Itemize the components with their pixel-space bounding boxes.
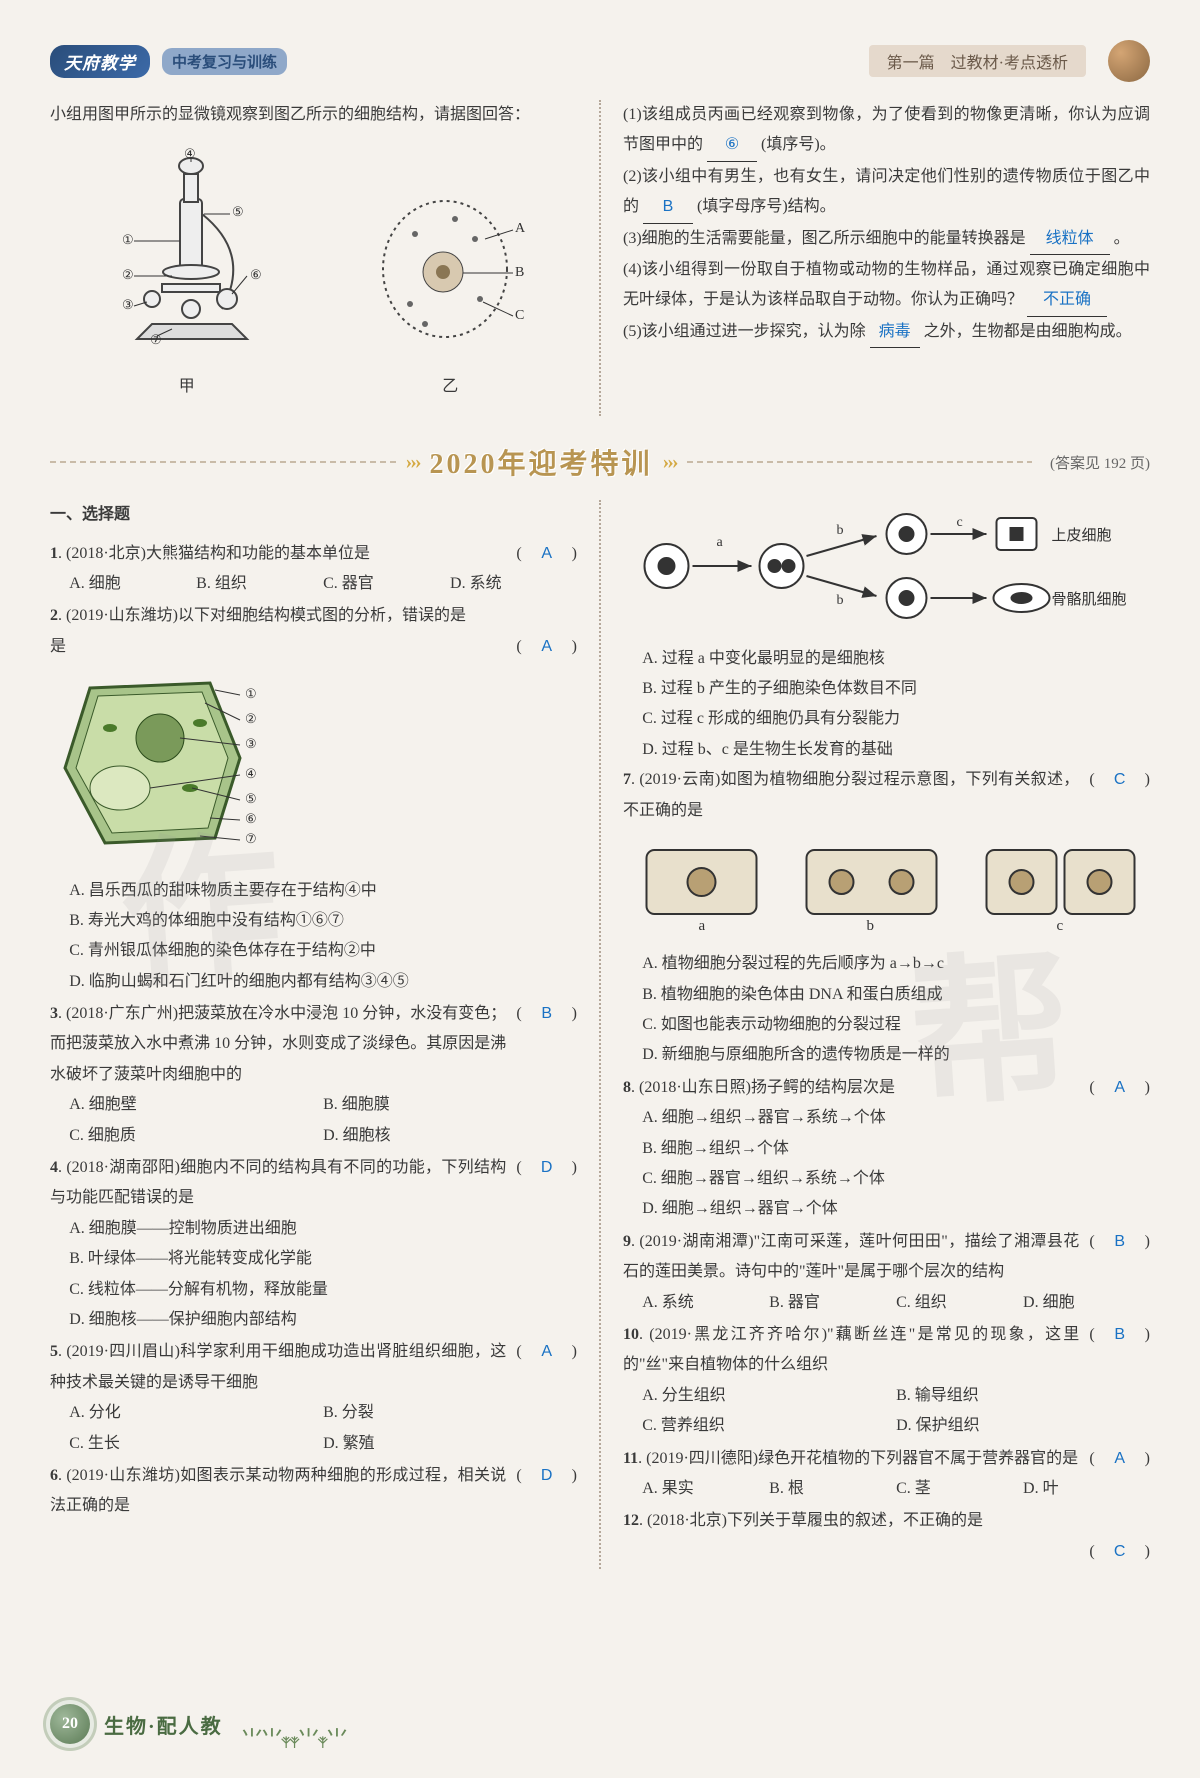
svg-text:B: B [515, 265, 524, 280]
svg-text:③: ③ [245, 736, 257, 751]
svg-text:②: ② [245, 711, 257, 726]
globe-icon [1108, 40, 1150, 82]
figure-cell: A B C 乙 [365, 184, 535, 402]
question-8: 8. (2018·山东日照)扬子鳄的结构层次是( A ) A. 细胞→组织→器官… [623, 1073, 1150, 1225]
banner-arrow-right: ››› [663, 451, 677, 474]
banner-note: (答案见 192 页) [1050, 452, 1150, 473]
svg-text:②: ② [122, 267, 134, 282]
svg-text:a: a [717, 535, 724, 550]
footer-text: 生物·配人教 [104, 1710, 223, 1739]
grass-deco: ⺌⺌𖥧𖥧⺌𖥧⺌ [240, 1720, 400, 1750]
svg-text:①: ① [245, 686, 257, 701]
svg-text:⑤: ⑤ [245, 791, 257, 806]
page-footer: 20 生物·配人教 [50, 1704, 223, 1744]
blank-q4: 不正确 [1027, 285, 1107, 316]
chapter-label: 第一篇 过教材·考点透析 [869, 45, 1086, 77]
svg-text:a: a [699, 918, 706, 932]
svg-text:⑤: ⑤ [232, 204, 244, 219]
cell-structure-figure: ① ② ③ ④ ⑤ ⑥ ⑦ [50, 668, 260, 858]
section-banner: ››› 2020年迎考特训 ››› (答案见 192 页) [50, 442, 1150, 482]
blank-q5: 病毒 [870, 317, 920, 348]
svg-text:b: b [837, 593, 844, 608]
question-10: 10. (2019·黑龙江齐齐哈尔)"藕断丝连"是常见的现象，这里的"丝"来自植… [623, 1320, 1150, 1442]
svg-text:⑥: ⑥ [250, 267, 262, 282]
svg-text:上皮细胞: 上皮细胞 [1052, 527, 1112, 544]
blank-q1: ⑥ [707, 130, 757, 161]
svg-text:A: A [515, 221, 526, 236]
question-7: 7. (2019·云南)如图为植物细胞分裂过程示意图，下列有关叙述，不正确的是(… [623, 765, 1150, 1071]
svg-text:①: ① [122, 232, 134, 247]
svg-text:④: ④ [245, 766, 257, 781]
top-q2: (2)该小组中有男生，也有女生，请问决定他们性别的遗传物质位于图乙中的 B (填… [623, 162, 1150, 224]
column-divider [599, 100, 601, 416]
fig-label-yi: 乙 [365, 372, 535, 402]
fig-label-jia: 甲 [92, 372, 282, 402]
banner-arrow-left: ››› [406, 451, 420, 474]
question-9: 9. (2019·湖南湘潭)"江南可采莲，莲叶何田田"，描绘了湘潭县花石的莲田美… [623, 1227, 1150, 1318]
svg-text:⑦: ⑦ [245, 831, 257, 846]
svg-text:b: b [867, 918, 875, 932]
flow-figure: a b b c 上皮细胞 骨骼肌细胞 [623, 506, 1150, 626]
svg-text:④: ④ [184, 146, 196, 161]
top-q5: (5)该小组通过进一步探究，认为除 病毒 之外，生物都是由细胞构成。 [623, 317, 1150, 348]
question-6-opts: A. 过程 a 中变化最明显的是细胞核B. 过程 b 产生的子细胞染色体数目不同… [642, 644, 1150, 766]
svg-text:③: ③ [122, 297, 134, 312]
question-6: 6. (2019·山东潍坊)如图表示某动物两种细胞的形成过程，相关说法正确的是(… [50, 1461, 577, 1522]
page-header: 天府教学 中考复习与训练 第一篇 过教材·考点透析 [50, 40, 1150, 82]
logo-sub: 中考复习与训练 [162, 48, 287, 75]
blank-q2: B [643, 192, 693, 223]
svg-text:骨骼肌细胞: 骨骼肌细胞 [1052, 591, 1127, 608]
logo-main: 天府教学 [50, 45, 150, 78]
svg-text:c: c [1057, 918, 1064, 932]
question-3: 3. (2018·广东广州)把菠菜放在冷水中浸泡 10 分钟，水没有变色；而把菠… [50, 999, 577, 1151]
top-q3: (3)细胞的生活需要能量，图乙所示细胞中的能量转换器是 线粒体 。 [623, 224, 1150, 255]
question-5: 5. (2019·四川眉山)科学家利用干细胞成功造出肾脏组织细胞，这种技术最关键… [50, 1337, 577, 1459]
svg-text:c: c [957, 515, 963, 530]
figure-microscope: ① ② ③ ④ ⑤ ⑥ ⑦ 甲 [92, 144, 282, 402]
page-number: 20 [50, 1704, 90, 1744]
intro-text: 小组用图甲所示的显微镜观察到图乙所示的细胞结构，请据图回答： [50, 100, 577, 130]
blank-q3: 线粒体 [1030, 224, 1110, 255]
division-figure: a b c [623, 832, 1150, 932]
banner-title: 2020年迎考特训 [430, 442, 653, 482]
top-q4: (4)该小组得到一份取自于植物或动物的生物样品，通过观察已确定细胞中无叶绿体，于… [623, 255, 1150, 317]
question-4: 4. (2018·湖南邵阳)细胞内不同的结构具有不同的功能，下列结构与功能匹配错… [50, 1153, 577, 1335]
column-divider-2 [599, 500, 601, 1569]
question-2: 2. (2019·山东潍坊)以下对细胞结构模式图的分析，错误的是 是( A ) … [50, 601, 577, 997]
svg-text:C: C [515, 308, 524, 323]
svg-text:⑥: ⑥ [245, 811, 257, 826]
question-12: 12. (2018·北京)下列关于草履虫的叙述，不正确的是 ( C ) [623, 1506, 1150, 1567]
top-q1: (1)该组成员丙画已经观察到物像，为了使看到的物像更清晰，你认为应调节图甲中的 … [623, 100, 1150, 162]
section-heading: 一、选择题 [50, 500, 577, 530]
question-1: 1. (2018·北京)大熊猫结构和功能的基本单位是( A ) A. 细胞B. … [50, 539, 577, 600]
svg-text:b: b [837, 523, 844, 538]
question-11: 11. (2019·四川德阳)绿色开花植物的下列器官不属于营养器官的是( A )… [623, 1444, 1150, 1505]
